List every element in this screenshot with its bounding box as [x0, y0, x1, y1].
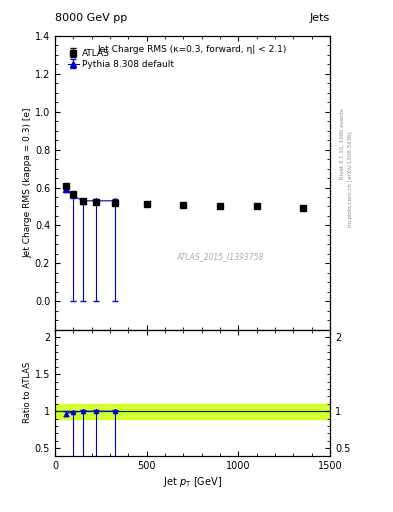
X-axis label: Jet $\mathit{p}_\mathrm{T}$ [GeV]: Jet $\mathit{p}_\mathrm{T}$ [GeV]	[163, 475, 222, 489]
Text: ATLAS_2015_I1393758: ATLAS_2015_I1393758	[176, 252, 264, 261]
Text: Jet Charge RMS (κ=0.3, forward, η| < 2.1): Jet Charge RMS (κ=0.3, forward, η| < 2.1…	[98, 45, 287, 54]
Text: 8000 GeV pp: 8000 GeV pp	[55, 13, 127, 23]
Text: Jets: Jets	[310, 13, 330, 23]
Text: Rivet 3.1.10, 100k events: Rivet 3.1.10, 100k events	[340, 108, 345, 179]
Y-axis label: Jet Charge RMS (kappa = 0.3) [e]: Jet Charge RMS (kappa = 0.3) [e]	[23, 108, 32, 258]
Text: mcplots.cern.ch [arXiv:1306.3436]: mcplots.cern.ch [arXiv:1306.3436]	[348, 132, 353, 227]
Legend: ATLAS, Pythia 8.308 default: ATLAS, Pythia 8.308 default	[65, 46, 177, 72]
Y-axis label: Ratio to ATLAS: Ratio to ATLAS	[23, 362, 32, 423]
Bar	[55, 404, 330, 419]
